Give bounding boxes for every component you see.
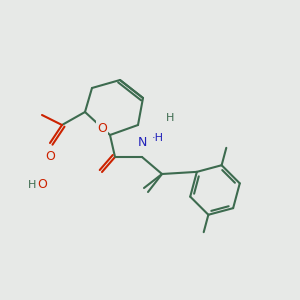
Text: O: O [37,178,47,191]
Text: H: H [28,180,36,190]
Text: O: O [45,151,55,164]
Text: O: O [97,122,107,134]
Text: H: H [166,113,174,123]
Text: N: N [137,136,147,149]
Text: ·H: ·H [152,133,164,143]
